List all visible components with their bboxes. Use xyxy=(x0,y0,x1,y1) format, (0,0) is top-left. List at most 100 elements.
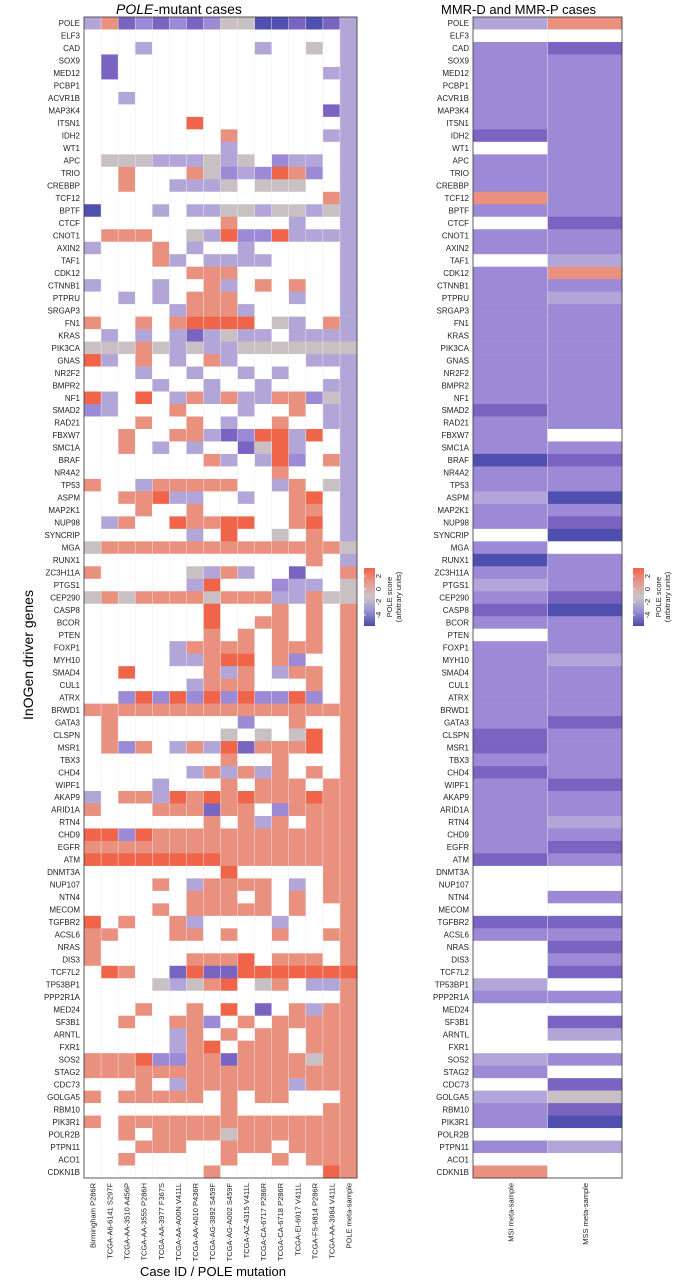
cell-tcf7l2-0 xyxy=(473,965,548,979)
cell-arid1a-5 xyxy=(169,803,187,817)
cell-stag2-5 xyxy=(169,1065,187,1079)
cell-pcbp1-11 xyxy=(271,79,290,93)
cell-map3k4-12 xyxy=(288,104,307,118)
cell-mecom-13 xyxy=(305,903,324,917)
row-label-polr2b: POLR2B xyxy=(48,1130,80,1139)
cell-ctcf-7 xyxy=(203,216,221,230)
cell-srgap3-6 xyxy=(186,304,204,317)
cell-dis3-5 xyxy=(169,953,187,967)
cell-braf-13 xyxy=(305,453,324,467)
cell-sf3b1-6 xyxy=(186,1015,204,1029)
cell-smc1a-5 xyxy=(169,441,187,455)
cell-myh10-9 xyxy=(237,653,255,667)
cell-brwd1-4 xyxy=(152,703,170,717)
cell-pik3r1-15 xyxy=(339,1115,358,1129)
cell-pole-4 xyxy=(152,17,170,30)
cell-map3k4-14 xyxy=(322,104,341,118)
cell-ptpn11-13 xyxy=(305,1140,324,1154)
cell-chd4-1 xyxy=(547,766,623,779)
cell-nr4a2-15 xyxy=(339,466,358,480)
cell-rad21-9 xyxy=(237,416,255,430)
cell-atrx-1 xyxy=(101,691,119,704)
cell-cdc73-13 xyxy=(305,1078,324,1091)
cell-bcor-14 xyxy=(322,616,341,630)
cell-tp53-15 xyxy=(339,478,358,492)
cell-rad21-8 xyxy=(220,416,238,430)
cell-idh2-1 xyxy=(101,129,119,143)
cell-smc1a-15 xyxy=(339,441,358,455)
cell-trio-14 xyxy=(322,166,341,180)
cell-ctnnb1-1 xyxy=(547,279,623,292)
cell-ppp2r1a-1 xyxy=(547,990,623,1004)
cell-aco1-11 xyxy=(271,1153,290,1166)
cell-nup98-9 xyxy=(237,516,255,530)
cell-cdk12-4 xyxy=(152,266,170,280)
cell-ntn4-8 xyxy=(220,890,238,904)
cell-med12-7 xyxy=(203,66,221,80)
cell-rbm10-5 xyxy=(169,1103,187,1116)
cell-ptgs1-6 xyxy=(186,578,204,592)
cell-rtn4-1 xyxy=(101,815,119,829)
cell-syncrip-15 xyxy=(339,528,358,542)
cell-smad2-5 xyxy=(169,404,187,417)
row-label-sf3b1: SF3B1 xyxy=(445,1018,470,1027)
cell-bmpr2-6 xyxy=(186,379,204,392)
cell-acvr1b-6 xyxy=(186,91,204,105)
cell-dis3-0 xyxy=(473,953,548,967)
cell-sos2-13 xyxy=(305,1053,324,1066)
cell-akap9-4 xyxy=(152,791,170,804)
cell-acvr1b-2 xyxy=(118,91,136,105)
cell-chd4-8 xyxy=(220,766,238,779)
cell-chd4-13 xyxy=(305,766,324,779)
cell-pole-15 xyxy=(339,17,358,30)
row-label-ppp2r1a: PPP2R1A xyxy=(44,993,81,1002)
cell-rad21-3 xyxy=(135,416,153,430)
cell-cep290-4 xyxy=(152,591,170,605)
cell-cdkn1b-1 xyxy=(547,1165,623,1179)
cell-trio-5 xyxy=(169,166,187,180)
cell-idh2-4 xyxy=(152,129,170,143)
cell-rtn4-11 xyxy=(271,815,290,829)
cell-aco1-1 xyxy=(101,1153,119,1166)
cell-bmpr2-12 xyxy=(288,379,307,392)
cell-nup107-10 xyxy=(254,878,272,892)
cell-nup107-9 xyxy=(237,878,255,892)
cell-arid1a-2 xyxy=(118,803,136,817)
cell-fbxw7-14 xyxy=(322,428,341,442)
cell-cep290-3 xyxy=(135,591,153,605)
cell-runx1-2 xyxy=(118,553,136,567)
cell-gata3-5 xyxy=(169,716,187,729)
cell-tp53bp1-1 xyxy=(101,978,119,992)
row-label-axin2: AXIN2 xyxy=(446,244,470,253)
cell-smad4-4 xyxy=(152,666,170,679)
cell-ntn4-15 xyxy=(339,890,358,904)
legend-tick-label: -4 xyxy=(374,612,383,619)
cell-tp53-13 xyxy=(305,478,324,492)
cell-bmpr2-7 xyxy=(203,379,221,392)
cell-rbm10-14 xyxy=(322,1103,341,1116)
cell-fxr1-6 xyxy=(186,1040,204,1054)
cell-brwd1-0 xyxy=(84,703,102,717)
cell-med12-15 xyxy=(339,66,358,80)
cell-ptpru-14 xyxy=(322,291,341,305)
cell-gnas-4 xyxy=(152,354,170,367)
cell-cul1-15 xyxy=(339,678,358,692)
cell-sos2-10 xyxy=(254,1053,272,1066)
cell-apc-13 xyxy=(305,154,324,168)
cell-sox9-1 xyxy=(101,54,119,68)
cell-nup107-13 xyxy=(305,878,324,892)
cell-arntl-5 xyxy=(169,1028,187,1041)
cell-dnmt3a-11 xyxy=(271,865,290,879)
row-label-acvr1b: ACVR1B xyxy=(437,94,469,103)
cell-gata3-4 xyxy=(152,716,170,729)
cell-brwd1-13 xyxy=(305,703,324,717)
cell-ptpn11-2 xyxy=(118,1140,136,1154)
cell-casp8-9 xyxy=(237,603,255,617)
cell-wt1-2 xyxy=(118,141,136,155)
cell-map3k4-0 xyxy=(473,104,548,118)
cell-cdc73-6 xyxy=(186,1078,204,1091)
cell-pole-14 xyxy=(322,17,341,30)
cell-ntn4-12 xyxy=(288,890,307,904)
cell-pik3ca-2 xyxy=(118,341,136,355)
cell-nf1-2 xyxy=(118,391,136,405)
